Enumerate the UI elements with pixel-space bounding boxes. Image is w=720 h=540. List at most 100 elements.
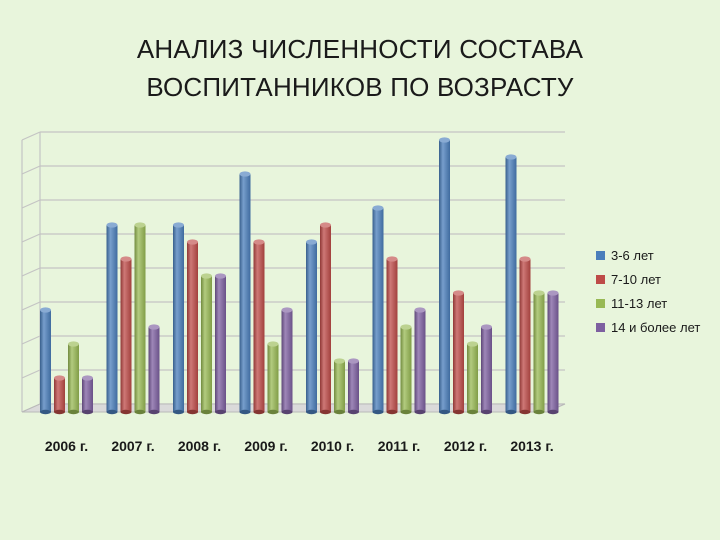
bar-2-3 bbox=[134, 222, 146, 415]
bar-1-3 bbox=[68, 341, 79, 415]
bar-base bbox=[187, 409, 198, 415]
bar-top bbox=[201, 273, 212, 279]
bar-top bbox=[386, 256, 398, 262]
bar-top bbox=[68, 341, 79, 347]
bar-top bbox=[106, 222, 118, 228]
bar-4-3 bbox=[267, 341, 279, 415]
chart-title: АНАЛИЗ ЧИСЛЕННОСТИ СОСТАВА ВОСПИТАННИКОВ… bbox=[0, 30, 720, 106]
bar-top bbox=[439, 137, 450, 143]
bar-base bbox=[239, 409, 251, 415]
gridline-side bbox=[21, 199, 41, 209]
bar-body bbox=[134, 225, 146, 412]
bar-base bbox=[348, 409, 359, 415]
bar-base bbox=[215, 409, 226, 415]
gridline-side bbox=[21, 267, 41, 277]
bar-1-1 bbox=[40, 307, 51, 415]
bar-8-3 bbox=[533, 290, 545, 415]
bar-3-2 bbox=[187, 239, 198, 415]
bar-body bbox=[239, 174, 251, 412]
bar-top bbox=[306, 239, 317, 245]
bar-7-2 bbox=[453, 290, 464, 415]
legend-item-3: 11-13 лет bbox=[596, 291, 700, 315]
bar-5-2 bbox=[320, 222, 331, 415]
gridline-side bbox=[21, 335, 41, 345]
bar-body bbox=[400, 327, 412, 412]
legend-item-2: 7-10 лет bbox=[596, 267, 700, 291]
bar-base bbox=[68, 409, 79, 415]
bar-base bbox=[134, 409, 146, 415]
bar-top bbox=[134, 222, 146, 228]
bar-5-3 bbox=[334, 358, 345, 415]
bar-top bbox=[467, 341, 478, 347]
bar-2-4 bbox=[148, 324, 160, 415]
bar-1-4 bbox=[82, 375, 93, 415]
category-label-5: 2010 г. bbox=[311, 438, 354, 454]
bar-top bbox=[54, 375, 65, 381]
bar-5-1 bbox=[306, 239, 317, 415]
legend-label: 7-10 лет bbox=[611, 271, 661, 287]
legend-label: 14 и более лет bbox=[611, 319, 701, 335]
bar-body bbox=[505, 157, 517, 412]
bar-4-4 bbox=[281, 307, 293, 415]
bar-body bbox=[306, 242, 317, 412]
gridline-side bbox=[21, 131, 41, 141]
bar-7-3 bbox=[467, 341, 478, 415]
bar-base bbox=[281, 409, 293, 415]
bar-base bbox=[467, 409, 478, 415]
category-label-1: 2006 г. bbox=[45, 438, 88, 454]
bar-top bbox=[173, 222, 184, 228]
gridline-side bbox=[21, 165, 41, 175]
bar-base bbox=[106, 409, 118, 415]
bar-body bbox=[439, 140, 450, 412]
bar-base bbox=[400, 409, 412, 415]
gridline-side bbox=[21, 369, 41, 379]
bar-1-2 bbox=[54, 375, 65, 415]
bar-base bbox=[533, 409, 545, 415]
bar-top bbox=[120, 256, 132, 262]
bar-base bbox=[40, 409, 51, 415]
bar-top bbox=[505, 154, 517, 160]
bar-body bbox=[267, 344, 279, 412]
bar-body bbox=[334, 361, 345, 412]
bar-base bbox=[334, 409, 345, 415]
bar-body bbox=[533, 293, 545, 412]
chart-legend: 3-6 лет 7-10 лет 11-13 лет 14 и более лет bbox=[596, 243, 700, 339]
bar-body bbox=[54, 378, 65, 412]
bar-8-1 bbox=[505, 154, 517, 415]
bar-base bbox=[372, 409, 384, 415]
bar-body bbox=[386, 259, 398, 412]
bar-base bbox=[82, 409, 93, 415]
chart-title-line-2: ВОСПИТАННИКОВ ПО ВОЗРАСТУ bbox=[146, 72, 574, 102]
bar-top bbox=[533, 290, 545, 296]
gridline-side bbox=[21, 301, 41, 311]
bar-3-1 bbox=[173, 222, 184, 415]
legend-item-1: 3-6 лет bbox=[596, 243, 700, 267]
bar-base bbox=[306, 409, 317, 415]
bar-top bbox=[239, 171, 251, 177]
bar-body bbox=[148, 327, 160, 412]
bar-6-4 bbox=[414, 307, 426, 415]
bar-top bbox=[215, 273, 226, 279]
category-label-7: 2012 г. bbox=[444, 438, 487, 454]
bar-top bbox=[82, 375, 93, 381]
bar-top bbox=[320, 222, 331, 228]
chart-bars bbox=[40, 137, 559, 415]
bar-top bbox=[253, 239, 265, 245]
bar-7-1 bbox=[439, 137, 450, 415]
bar-base bbox=[148, 409, 160, 415]
bar-3-4 bbox=[215, 273, 226, 415]
bar-top bbox=[519, 256, 531, 262]
bar-top bbox=[414, 307, 426, 313]
legend-label: 11-13 лет bbox=[611, 295, 668, 311]
bar-body bbox=[547, 293, 559, 412]
bar-base bbox=[519, 409, 531, 415]
bar-7-4 bbox=[481, 324, 492, 415]
bar-body bbox=[481, 327, 492, 412]
category-label-8: 2013 г. bbox=[510, 438, 553, 454]
bar-2-1 bbox=[106, 222, 118, 415]
legend-label: 3-6 лет bbox=[611, 247, 654, 263]
bar-base bbox=[505, 409, 517, 415]
bar-base bbox=[253, 409, 265, 415]
bar-body bbox=[453, 293, 464, 412]
bar-base bbox=[120, 409, 132, 415]
